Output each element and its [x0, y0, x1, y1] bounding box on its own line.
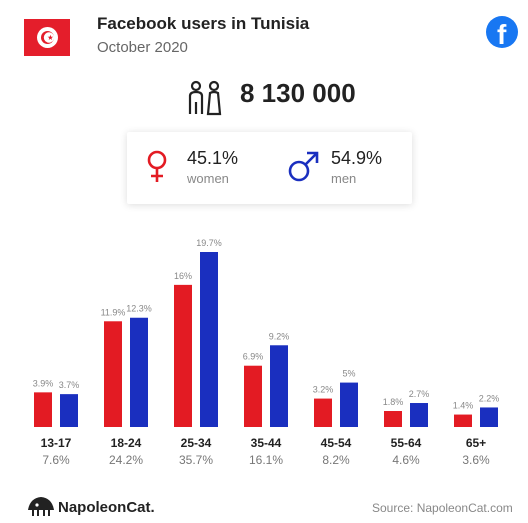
- facebook-icon: f: [486, 16, 518, 50]
- bar-value-label: 11.9%: [101, 307, 126, 317]
- x-tick-label: 55-64: [390, 436, 422, 450]
- bar-value-label: 3.7%: [59, 380, 80, 390]
- bar-value-label: 3.2%: [313, 385, 334, 395]
- brand-logo-text: NapoleonCat.: [58, 499, 155, 516]
- bar-35-44-men: [270, 345, 288, 427]
- source-note: Source: NapoleonCat.com: [372, 501, 513, 515]
- x-tick-label: 18-24: [110, 436, 142, 450]
- age-bar-chart: 3.9% 3.7% 11.9% 12.3% 16% 19.7% 6.9% 9.2% 3.2% 5%…: [33, 238, 500, 427]
- women-percent: 45.1%: [187, 148, 239, 168]
- x-tick-label: 65+: [465, 436, 487, 450]
- bar-value-label: 6.9%: [243, 352, 264, 362]
- bar-55-64-women: [384, 411, 402, 427]
- bar-35-44-women: [244, 365, 262, 427]
- male-symbol-icon: [287, 150, 321, 189]
- napoleoncat-logo-icon: [26, 494, 56, 523]
- men-label: men: [331, 171, 357, 186]
- tunisia-flag-icon: [24, 19, 70, 56]
- bar-18-24-women: [104, 321, 122, 427]
- bar-value-label: 19.7%: [196, 238, 222, 248]
- age-share-label: 16.1%: [248, 453, 284, 467]
- page-title: Facebook users in Tunisia: [97, 14, 310, 33]
- age-share-label: 4.6%: [392, 453, 420, 467]
- bar-25-34-men: [200, 252, 218, 427]
- bar-65+-men: [480, 407, 498, 427]
- age-share-label: 35.7%: [178, 453, 214, 467]
- bar-value-label: 16%: [174, 271, 192, 281]
- bar-45-54-women: [314, 398, 332, 427]
- bar-value-label: 12.3%: [126, 304, 152, 314]
- bar-55-64-men: [410, 403, 428, 427]
- total-users: 8 130 000: [240, 78, 356, 108]
- women-label: women: [187, 171, 229, 186]
- bar-18-24-men: [130, 317, 148, 427]
- age-share-label: 24.2%: [108, 453, 144, 467]
- bar-value-label: 2.7%: [409, 389, 430, 399]
- age-share-label: 7.6%: [42, 453, 70, 467]
- bar-45-54-men: [340, 382, 358, 427]
- female-symbol-icon: [145, 150, 169, 189]
- x-tick-label: 35-44: [250, 436, 282, 450]
- x-tick-label: 13-17: [40, 436, 72, 450]
- x-tick-label: 25-34: [180, 436, 212, 450]
- bar-value-label: 3.9%: [33, 378, 54, 388]
- x-tick-label: 45-54: [320, 436, 352, 450]
- bar-13-17-men: [60, 394, 78, 427]
- age-share-label: 8.2%: [322, 453, 350, 467]
- bar-65+-women: [454, 414, 472, 427]
- page-subtitle: October 2020: [97, 39, 188, 56]
- bar-25-34-women: [174, 284, 192, 427]
- men-percent: 54.9%: [331, 148, 383, 168]
- bar-value-label: 1.4%: [453, 401, 474, 411]
- bar-value-label: 2.2%: [479, 393, 500, 403]
- age-share-label: 3.6%: [462, 453, 490, 467]
- bar-value-label: 5%: [342, 369, 355, 379]
- bar-value-label: 9.2%: [269, 331, 290, 341]
- gender-card: 45.1% women 54.9% men: [127, 132, 412, 204]
- bar-value-label: 1.8%: [383, 397, 404, 407]
- bar-13-17-women: [34, 392, 52, 427]
- people-icon: [185, 80, 225, 121]
